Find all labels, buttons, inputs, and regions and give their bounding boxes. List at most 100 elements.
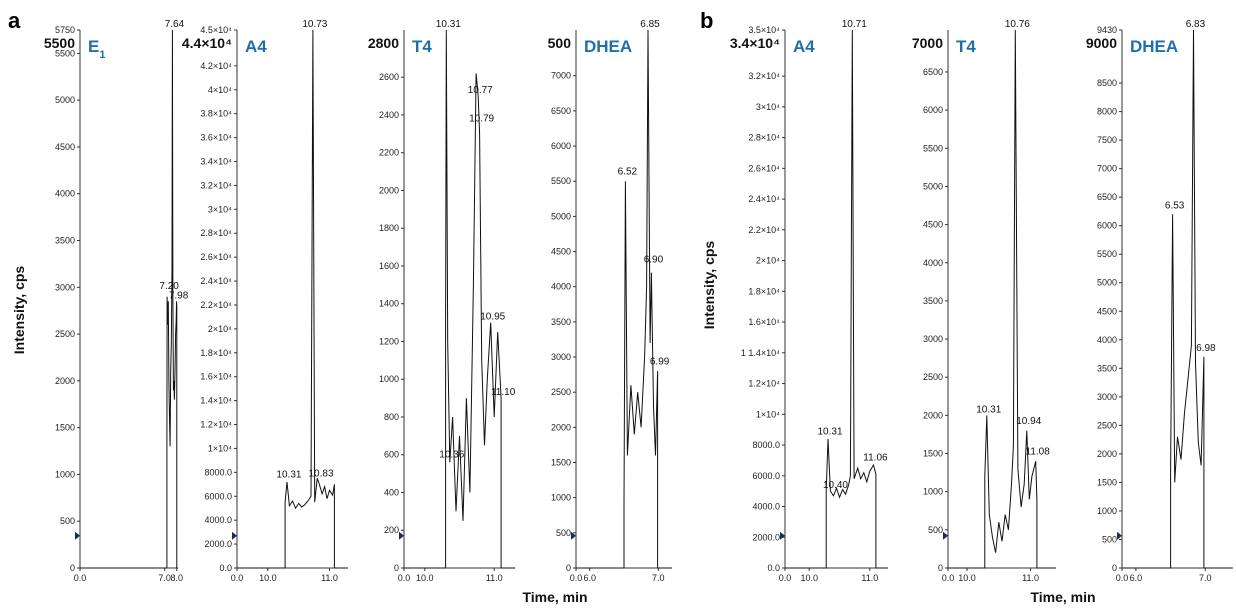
x-tick-label: 7.0 (158, 573, 171, 583)
y-tick-label: 3×10⁴ (756, 102, 780, 112)
x-tick-label: 0.0 (779, 573, 792, 583)
panel-title: T4 (412, 37, 432, 56)
y-tick-label: 4.2×10⁴ (200, 61, 232, 71)
y-tick-label: 1600 (379, 261, 399, 271)
peak-label: 7.64 (165, 19, 185, 30)
y-tick-label: 6500 (551, 106, 571, 116)
y-tick-label: 2.6×10⁴ (748, 163, 780, 173)
y-tick-label: 6000.0 (752, 471, 780, 481)
y-tick-label: 500 (1102, 534, 1117, 544)
y-tick-label: 2×10⁴ (756, 256, 780, 266)
y-tick-label: 4.5×10⁴ (200, 25, 232, 35)
chromatogram-trace (785, 29, 888, 569)
y-tick-label: 1000 (379, 374, 399, 384)
y-tick-label: 1.4×10⁴ (200, 396, 232, 406)
peak-label: 10.71 (842, 19, 867, 30)
peak-label: 6.99 (650, 357, 670, 368)
y-tick-label: 3.5×10⁴ (748, 25, 780, 35)
peak-label: 10.94 (1016, 416, 1041, 427)
chromatogram-trace (404, 29, 515, 569)
y-tick-label: 2000.0 (204, 539, 232, 549)
y-tick-label: 3000 (551, 352, 571, 362)
peak-label: 6.85 (640, 19, 660, 30)
y-tick-label: 0 (938, 563, 943, 573)
chart-panel-a-2: 0.0 2000.0 4000.0 6000.0 8000.0 1×10⁴ 1.2×10⁴ 1… (182, 19, 348, 583)
y-max-label: 5500 (44, 35, 75, 51)
y-tick-label: 3500 (551, 317, 571, 327)
y-tick-label: 1000 (923, 487, 943, 497)
panel-title: A4 (793, 37, 815, 56)
y-tick-label: 6500 (1097, 192, 1117, 202)
y-axis-label-a: Intensity, cps (11, 266, 27, 355)
y-max-label: 500 (548, 35, 572, 51)
y-tick-label: 1000 (551, 493, 571, 503)
y-tick-label: 500 (556, 528, 571, 538)
y-tick-label: 1×10⁴ (756, 409, 780, 419)
x-tick-label: 11.0 (486, 573, 503, 583)
y-tick-label: 2200 (379, 148, 399, 158)
x-tick-label: 0.0 (570, 573, 583, 583)
y-tick-label: 2.2×10⁴ (200, 300, 232, 310)
y-tick-label: 2400 (379, 110, 399, 120)
y-tick-label: 3000 (923, 334, 943, 344)
y-tick-label: 3.2×10⁴ (200, 180, 232, 190)
y-tick-label: 800 (384, 412, 399, 422)
peak-label: 10.83 (309, 469, 334, 480)
y-tick-label: 2×10⁴ (208, 324, 232, 334)
y-tick-label: 1×10⁴ (208, 443, 232, 453)
y-tick-label: 2500 (923, 372, 943, 382)
peak-label: 7.20 (159, 281, 179, 292)
y-tick-label: 2500 (551, 387, 571, 397)
y-tick-label: 5500 (55, 48, 75, 58)
y-tick-label: 0 (1112, 563, 1117, 573)
peak-label: 6.53 (1165, 200, 1185, 211)
y-tick-label: 3000 (1097, 392, 1117, 402)
y-axis-label-b: Intensity, cps (701, 241, 717, 330)
panel-title: DHEA (584, 37, 632, 56)
threshold-marker-icon (232, 531, 237, 540)
threshold-marker-icon (571, 531, 576, 540)
x-tick-label: 11.0 (321, 573, 338, 583)
chromatogram-trace (948, 29, 1056, 569)
chromatogram-trace (80, 29, 178, 569)
y-tick-label: 3.4×10⁴ (200, 157, 232, 167)
y-tick-label: 2.8×10⁴ (748, 133, 780, 143)
y-tick-label: 1.8×10⁴ (200, 348, 232, 358)
y-tick-label: 1000 (55, 469, 75, 479)
y-max-label: 2800 (368, 35, 399, 51)
chart-panel-b-6: 0 500 1000 1500 2000 2500 3000 3500 4000 4500 5000… (912, 19, 1056, 583)
y-tick-label: 6500 (923, 67, 943, 77)
panel-label-a: a (8, 8, 21, 33)
y-tick-label: 3.2×10⁴ (748, 71, 780, 81)
y-tick-label: 8000.0 (752, 440, 780, 450)
x-tick-label: 10.0 (800, 573, 818, 583)
chart-panel-a-3: 0 200 400 600 800 1000 1200 1400 1600 1800 2000 220… (368, 19, 516, 583)
peak-label: 7.98 (169, 290, 189, 301)
y-tick-label: 2.6×10⁴ (200, 252, 232, 262)
y-tick-label: 3000 (55, 282, 75, 292)
y-tick-label: 2.8×10⁴ (200, 228, 232, 238)
y-tick-label: 1500 (1097, 477, 1117, 487)
peak-label: 10.31 (276, 470, 301, 481)
y-tick-label: 5000 (551, 211, 571, 221)
y-tick-label: 0.0 (219, 563, 232, 573)
y-tick-label: 5500 (1097, 249, 1117, 259)
peak-label: 11.06 (863, 452, 888, 463)
y-tick-label: 1500 (923, 449, 943, 459)
y-tick-label: 500 (60, 516, 75, 526)
y-tick-label: 3.8×10⁴ (200, 109, 232, 119)
x-tick-label: 0.0 (942, 573, 955, 583)
y-tick-label: 2000 (551, 422, 571, 432)
peak-label: 6.98 (1196, 343, 1216, 354)
threshold-marker-icon (399, 531, 404, 540)
x-tick-label: 8.0 (171, 573, 184, 583)
y-tick-label: 8000 (1097, 107, 1117, 117)
threshold-marker-icon (75, 531, 80, 540)
y-tick-label: 4500 (923, 220, 943, 230)
peak-label: 10.31 (436, 19, 461, 30)
y-max-label: 7000 (912, 35, 943, 51)
x-tick-label: 7.0 (652, 573, 665, 583)
y-tick-label: 1.6×10⁴ (200, 372, 232, 382)
y-tick-label: 2.2×10⁴ (748, 225, 780, 235)
